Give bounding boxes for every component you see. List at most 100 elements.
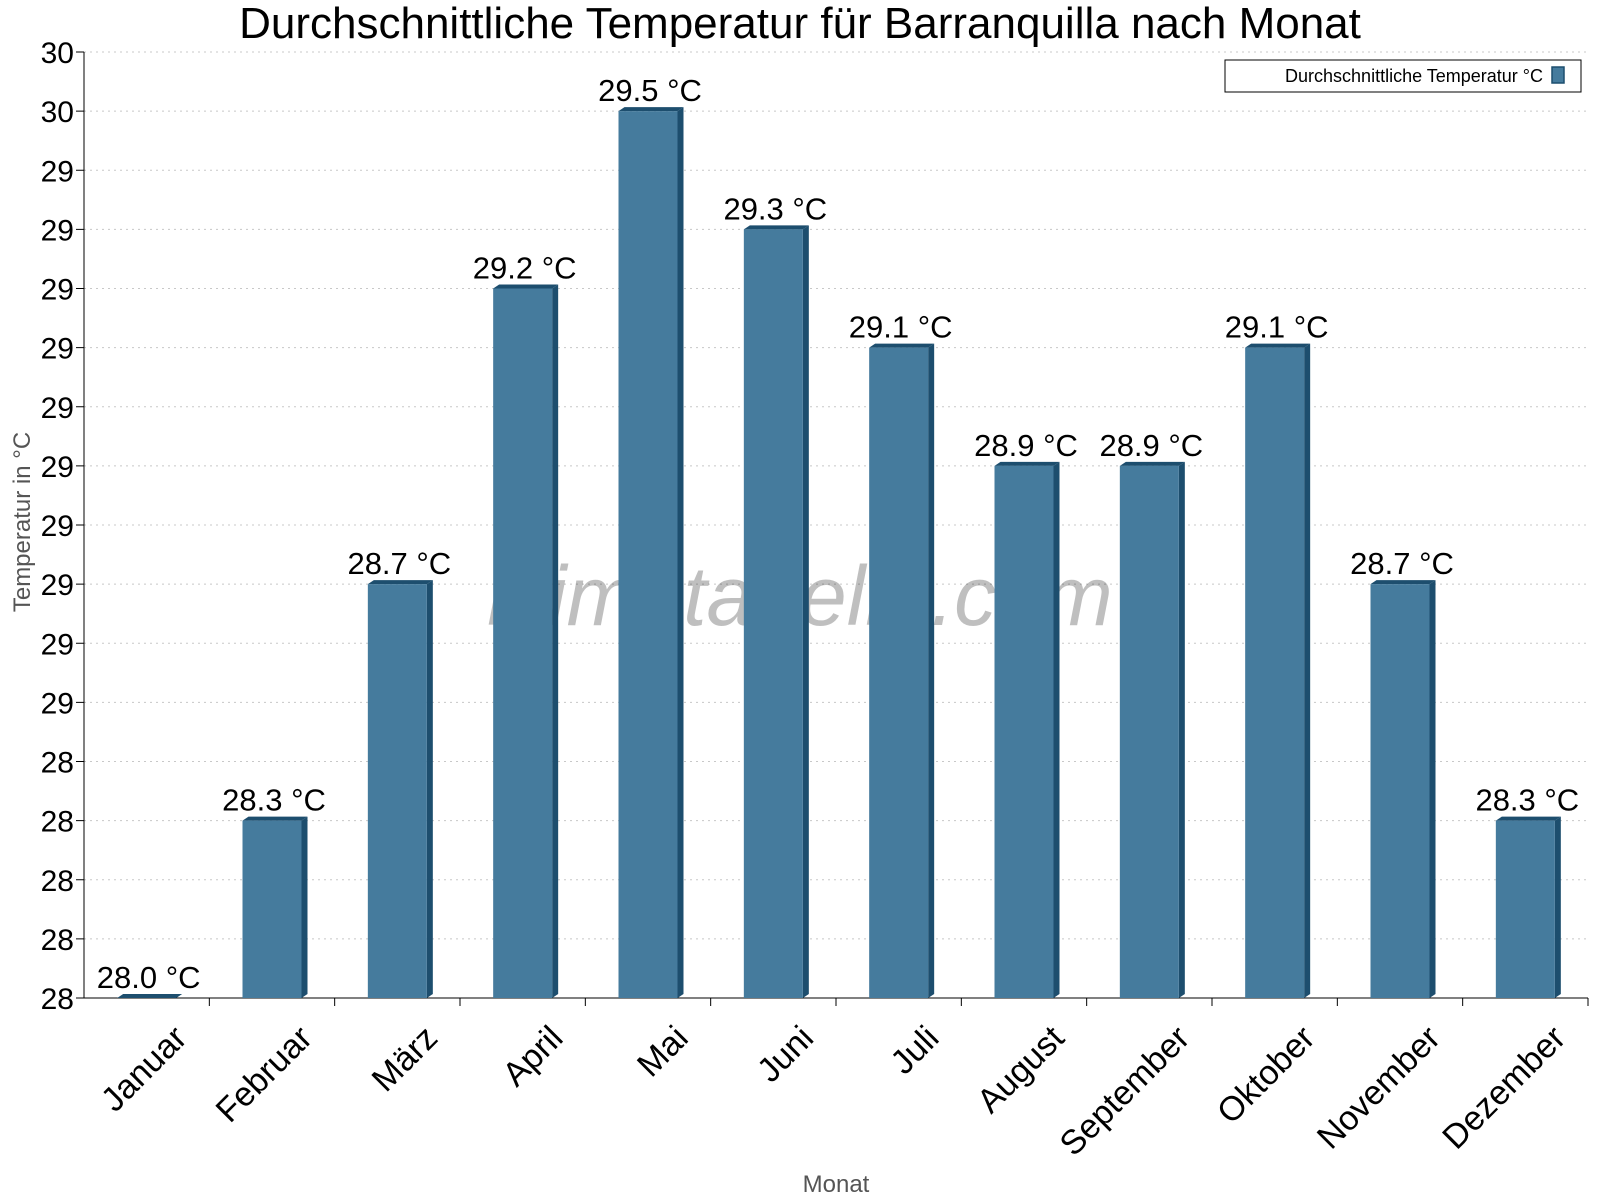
bar xyxy=(618,107,684,998)
x-tick-label: Februar xyxy=(209,1019,320,1130)
bar xyxy=(994,461,1060,998)
legend-box xyxy=(1224,59,1582,93)
bar-face xyxy=(242,820,302,998)
x-tick-label: Dezember xyxy=(1435,1019,1573,1157)
x-tick-label: August xyxy=(970,1018,1072,1120)
bar-face xyxy=(493,288,553,998)
legend: Durchschnittliche Temperatur °C xyxy=(1224,59,1582,93)
x-tick-labels: Januar Februar März April Mai Juni Juli AugustS… xyxy=(94,1018,1573,1163)
y-tick-label: 30 xyxy=(41,37,74,70)
x-tick-label: März xyxy=(365,1019,445,1099)
y-axis-title: Temperatur in °C xyxy=(9,432,36,612)
bar-top xyxy=(367,580,433,585)
bar-top xyxy=(1245,343,1311,348)
y-tick-label: 29 xyxy=(41,274,74,307)
data-label: 29.1 °C xyxy=(849,310,953,345)
data-label: 28.7 °C xyxy=(347,546,451,581)
bars xyxy=(117,107,1561,998)
x-tick-label: Januar xyxy=(94,1019,194,1119)
bar-side xyxy=(426,580,433,998)
bar-top xyxy=(1370,580,1436,585)
bar-top xyxy=(493,284,559,289)
bar xyxy=(1370,580,1436,998)
x-tick-label: September xyxy=(1053,1019,1197,1163)
bar-side xyxy=(301,816,308,998)
bar xyxy=(493,284,559,998)
y-tick-label: 29 xyxy=(41,155,74,188)
x-tick-label: April xyxy=(495,1019,570,1094)
axes xyxy=(76,51,1589,1006)
data-label: 28.9 °C xyxy=(1099,428,1203,463)
data-label: 29.2 °C xyxy=(473,251,577,286)
y-tick-label: 29 xyxy=(41,214,74,247)
y-tick-label: 30 xyxy=(41,96,74,129)
bar-side xyxy=(1053,461,1060,998)
y-tick-label: 29 xyxy=(41,392,74,425)
bar xyxy=(117,994,183,998)
x-tick-label: Oktober xyxy=(1210,1019,1322,1131)
bar-side xyxy=(552,284,559,998)
data-label: 29.3 °C xyxy=(723,191,827,226)
bar-side xyxy=(1429,580,1436,998)
x-tick-label: Juli xyxy=(883,1019,946,1082)
y-tick-label: 28 xyxy=(41,806,74,839)
bar xyxy=(869,343,935,998)
bar-top xyxy=(1495,816,1561,821)
bar-top xyxy=(743,225,809,230)
y-tick-label: 28 xyxy=(41,747,74,780)
data-label: 28.3 °C xyxy=(1475,783,1579,818)
x-tick-label: Mai xyxy=(630,1019,696,1085)
y-tick-label: 29 xyxy=(41,451,74,484)
bar-face xyxy=(994,465,1054,998)
y-tick-label: 28 xyxy=(41,924,74,957)
bar-face xyxy=(1245,347,1305,998)
y-tick-label: 29 xyxy=(41,333,74,366)
bar-top xyxy=(117,994,183,998)
y-tick-label: 28 xyxy=(41,865,74,898)
data-label: 28.7 °C xyxy=(1350,546,1454,581)
y-tick-label: 29 xyxy=(41,628,74,661)
bar-top xyxy=(618,107,684,112)
chart-title: Durchschnittliche Temperatur für Barranq… xyxy=(239,0,1361,48)
bar-face xyxy=(743,229,803,998)
bar xyxy=(1495,816,1561,998)
y-tick-labels: 28 28 28 28 28 29 29 29 29 29 29 29 29 29 29 30 30 xyxy=(41,37,74,1016)
bar-face xyxy=(367,584,427,998)
bar xyxy=(743,225,809,998)
bar xyxy=(1245,343,1311,998)
bar-face xyxy=(618,111,678,998)
y-tick-label: 29 xyxy=(41,510,74,543)
bar-face xyxy=(1495,820,1555,998)
bar-top xyxy=(869,343,935,348)
legend-label: Durchschnittliche Temperatur °C xyxy=(1285,66,1543,86)
data-label: 29.1 °C xyxy=(1225,310,1329,345)
data-label: 28.9 °C xyxy=(974,428,1078,463)
data-label: 28.3 °C xyxy=(222,783,326,818)
bar-face xyxy=(869,347,929,998)
x-axis-title: Monat xyxy=(803,1171,870,1198)
data-label: 28.0 °C xyxy=(97,960,201,995)
bar-side xyxy=(1178,461,1185,998)
bar-face xyxy=(1370,584,1430,998)
y-tick-label: 29 xyxy=(41,687,74,720)
bar-side xyxy=(1554,816,1561,998)
bar-face xyxy=(1119,465,1179,998)
bar xyxy=(367,580,433,998)
data-labels: 28.0 °C 28.3 °C 28.7 °C 29.2 °C 29.5 °C 29.3 … xyxy=(97,73,1579,995)
bar-side xyxy=(928,343,935,998)
y-tick-label: 28 xyxy=(41,983,74,1016)
bar-side xyxy=(1304,343,1311,998)
bar xyxy=(242,816,308,998)
legend-swatch xyxy=(1551,66,1565,84)
bar-top xyxy=(994,461,1060,466)
bar-top xyxy=(242,816,308,821)
bar-side xyxy=(677,107,684,998)
y-tick-label: 29 xyxy=(41,569,74,602)
bar xyxy=(1119,461,1185,998)
bar-side xyxy=(802,225,809,998)
bar-top xyxy=(1119,461,1185,466)
x-tick-label: November xyxy=(1310,1019,1448,1157)
data-label: 29.5 °C xyxy=(598,73,702,108)
x-tick-label: Juni xyxy=(750,1019,821,1090)
